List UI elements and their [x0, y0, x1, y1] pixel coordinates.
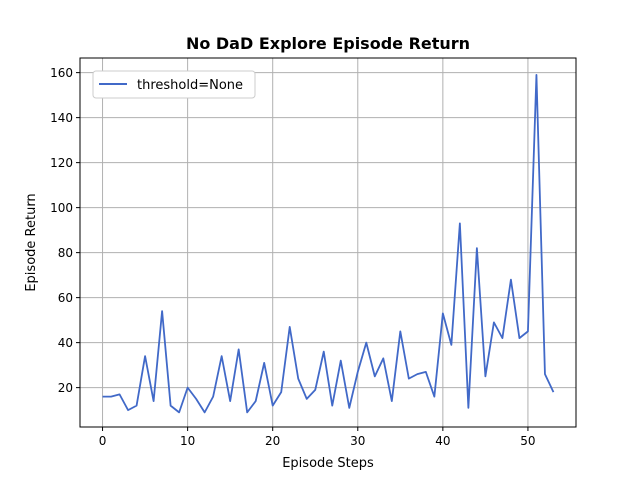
x-axis-label: Episode Steps: [282, 456, 374, 471]
x-tick-label: 20: [265, 434, 280, 448]
x-tick-label: 50: [520, 434, 535, 448]
y-tick-label: 160: [50, 66, 73, 80]
chart-title: No DaD Explore Episode Return: [186, 34, 470, 53]
x-tick-label: 30: [350, 434, 365, 448]
y-tick-label: 120: [50, 156, 73, 170]
grid-lines: [80, 58, 576, 427]
x-tick-label: 0: [99, 434, 107, 448]
legend: threshold=None: [92, 70, 256, 99]
y-tick-label: 140: [50, 111, 73, 125]
x-axis: 0 10 20 30 40 50: [99, 427, 536, 448]
y-tick-label: 80: [58, 246, 73, 260]
y-tick-label: 40: [58, 336, 73, 350]
legend-box: [92, 70, 256, 99]
series-line: [102, 73, 555, 414]
x-tick-label: 10: [180, 434, 195, 448]
y-axis-label: Episode Return: [24, 193, 39, 291]
y-tick-label: 100: [50, 201, 73, 215]
y-axis: 20 40 60 80 100 120 140 160: [50, 66, 80, 395]
y-tick-label: 20: [58, 381, 73, 395]
plot-frame: [79, 57, 577, 428]
x-tick-label: 40: [435, 434, 450, 448]
legend-label: threshold=None: [137, 78, 243, 93]
y-tick-label: 60: [58, 291, 73, 305]
series-layer: [102, 73, 555, 414]
